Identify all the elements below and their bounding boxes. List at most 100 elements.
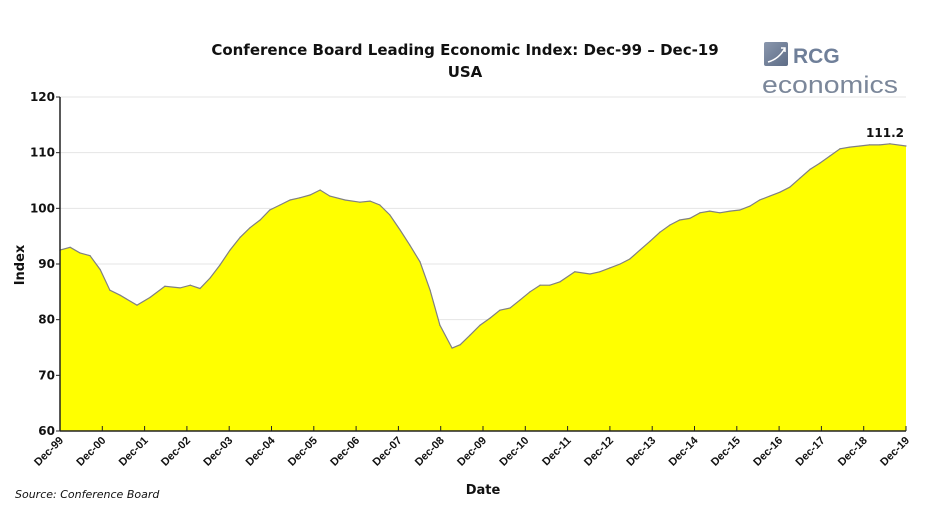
data-point bbox=[249, 227, 251, 229]
data-point bbox=[229, 249, 231, 251]
data-point bbox=[809, 168, 811, 170]
data-point bbox=[509, 307, 511, 309]
x-tick-label: Dec-12 bbox=[582, 435, 616, 469]
logo-text-top: RCG bbox=[793, 45, 840, 68]
data-point bbox=[429, 289, 431, 291]
data-point bbox=[219, 264, 221, 266]
data-point bbox=[499, 309, 501, 311]
data-point bbox=[209, 277, 211, 279]
data-point bbox=[609, 267, 611, 269]
data-point bbox=[189, 284, 191, 286]
data-point bbox=[749, 205, 751, 207]
x-tick-label: Dec-18 bbox=[836, 435, 870, 469]
data-point bbox=[574, 271, 576, 273]
data-point bbox=[789, 186, 791, 188]
data-point bbox=[829, 155, 831, 157]
data-point bbox=[269, 209, 271, 211]
y-tick-label: 90 bbox=[38, 257, 55, 271]
data-point bbox=[239, 236, 241, 238]
data-point bbox=[779, 191, 781, 193]
data-point bbox=[869, 144, 871, 146]
data-point bbox=[359, 201, 361, 203]
data-point bbox=[439, 324, 441, 326]
data-point bbox=[459, 344, 461, 346]
data-point bbox=[319, 189, 321, 191]
data-point bbox=[199, 287, 201, 290]
x-tick-label: Dec-07 bbox=[371, 435, 405, 469]
data-point bbox=[344, 199, 346, 201]
logo-text-bottom: economics bbox=[762, 72, 898, 99]
source-note: Source: Conference Board bbox=[15, 488, 160, 501]
data-point bbox=[164, 285, 166, 287]
x-tick-label: Dec-11 bbox=[540, 435, 574, 469]
data-point bbox=[279, 204, 281, 206]
data-point bbox=[149, 296, 151, 298]
data-point bbox=[559, 281, 561, 283]
x-tick-label: Dec-02 bbox=[159, 435, 193, 469]
y-tick-label: 60 bbox=[38, 424, 55, 438]
data-point bbox=[679, 219, 681, 221]
area-fill bbox=[60, 143, 906, 432]
x-tick-label: Dec-04 bbox=[244, 434, 279, 469]
data-point bbox=[649, 240, 651, 242]
y-tick-label: 110 bbox=[30, 146, 55, 160]
y-ticks: 60 70 80 90 100 110 120 bbox=[30, 90, 60, 438]
x-tick-label: Dec-00 bbox=[74, 435, 108, 469]
data-point bbox=[79, 252, 81, 254]
data-point bbox=[489, 317, 491, 319]
x-tick-label: Dec-16 bbox=[751, 435, 785, 469]
data-point bbox=[519, 299, 521, 301]
data-point bbox=[889, 143, 891, 145]
data-point bbox=[709, 210, 711, 212]
data-point bbox=[379, 204, 381, 206]
x-tick-label: Dec-03 bbox=[201, 435, 235, 469]
x-tick-label: Dec-14 bbox=[667, 434, 702, 469]
data-point bbox=[69, 246, 71, 248]
x-tick-label: Dec-10 bbox=[497, 435, 531, 469]
x-tick-label: Dec-17 bbox=[794, 435, 828, 469]
data-point bbox=[451, 347, 453, 349]
data-point bbox=[389, 214, 391, 216]
rcg-logo: RCG economics bbox=[762, 42, 898, 99]
data-point bbox=[589, 273, 591, 275]
x-tick-label: Dec-06 bbox=[328, 435, 362, 469]
data-point bbox=[369, 200, 371, 202]
x-tick-label: Dec-15 bbox=[709, 435, 743, 469]
data-point bbox=[799, 177, 801, 179]
data-point bbox=[629, 258, 631, 260]
data-point bbox=[839, 148, 841, 150]
x-tick-label: Dec-01 bbox=[117, 435, 151, 469]
data-point bbox=[739, 209, 741, 211]
data-point bbox=[639, 249, 641, 251]
x-tick-label: Dec-19 bbox=[878, 435, 912, 469]
data-point bbox=[599, 271, 601, 273]
data-points bbox=[59, 143, 907, 349]
data-point bbox=[136, 304, 138, 306]
data-point bbox=[89, 255, 91, 257]
data-point bbox=[469, 334, 471, 336]
data-point bbox=[549, 284, 551, 286]
data-point bbox=[769, 195, 771, 197]
data-point bbox=[669, 224, 671, 226]
data-point bbox=[299, 197, 301, 199]
data-point bbox=[759, 199, 761, 201]
x-ticks: Dec-99 Dec-00 Dec-01 Dec-02 Dec-03 Dec-04 Dec-… bbox=[32, 426, 912, 469]
chart-subtitle: USA bbox=[448, 63, 483, 81]
logo-arrow-icon bbox=[764, 42, 788, 66]
data-point bbox=[689, 217, 691, 219]
data-point bbox=[819, 162, 821, 164]
data-point bbox=[539, 284, 541, 286]
data-point bbox=[479, 324, 481, 326]
data-point bbox=[109, 289, 111, 291]
data-point bbox=[419, 261, 421, 263]
x-tick-label: Dec-08 bbox=[413, 435, 447, 469]
x-tick-label: Dec-09 bbox=[455, 435, 489, 469]
data-point bbox=[659, 231, 661, 233]
y-axis-label: Index bbox=[13, 244, 28, 285]
data-point bbox=[719, 212, 721, 214]
chart-title: Conference Board Leading Economic Index:… bbox=[211, 41, 718, 59]
data-point bbox=[699, 212, 701, 214]
data-point bbox=[849, 146, 851, 148]
